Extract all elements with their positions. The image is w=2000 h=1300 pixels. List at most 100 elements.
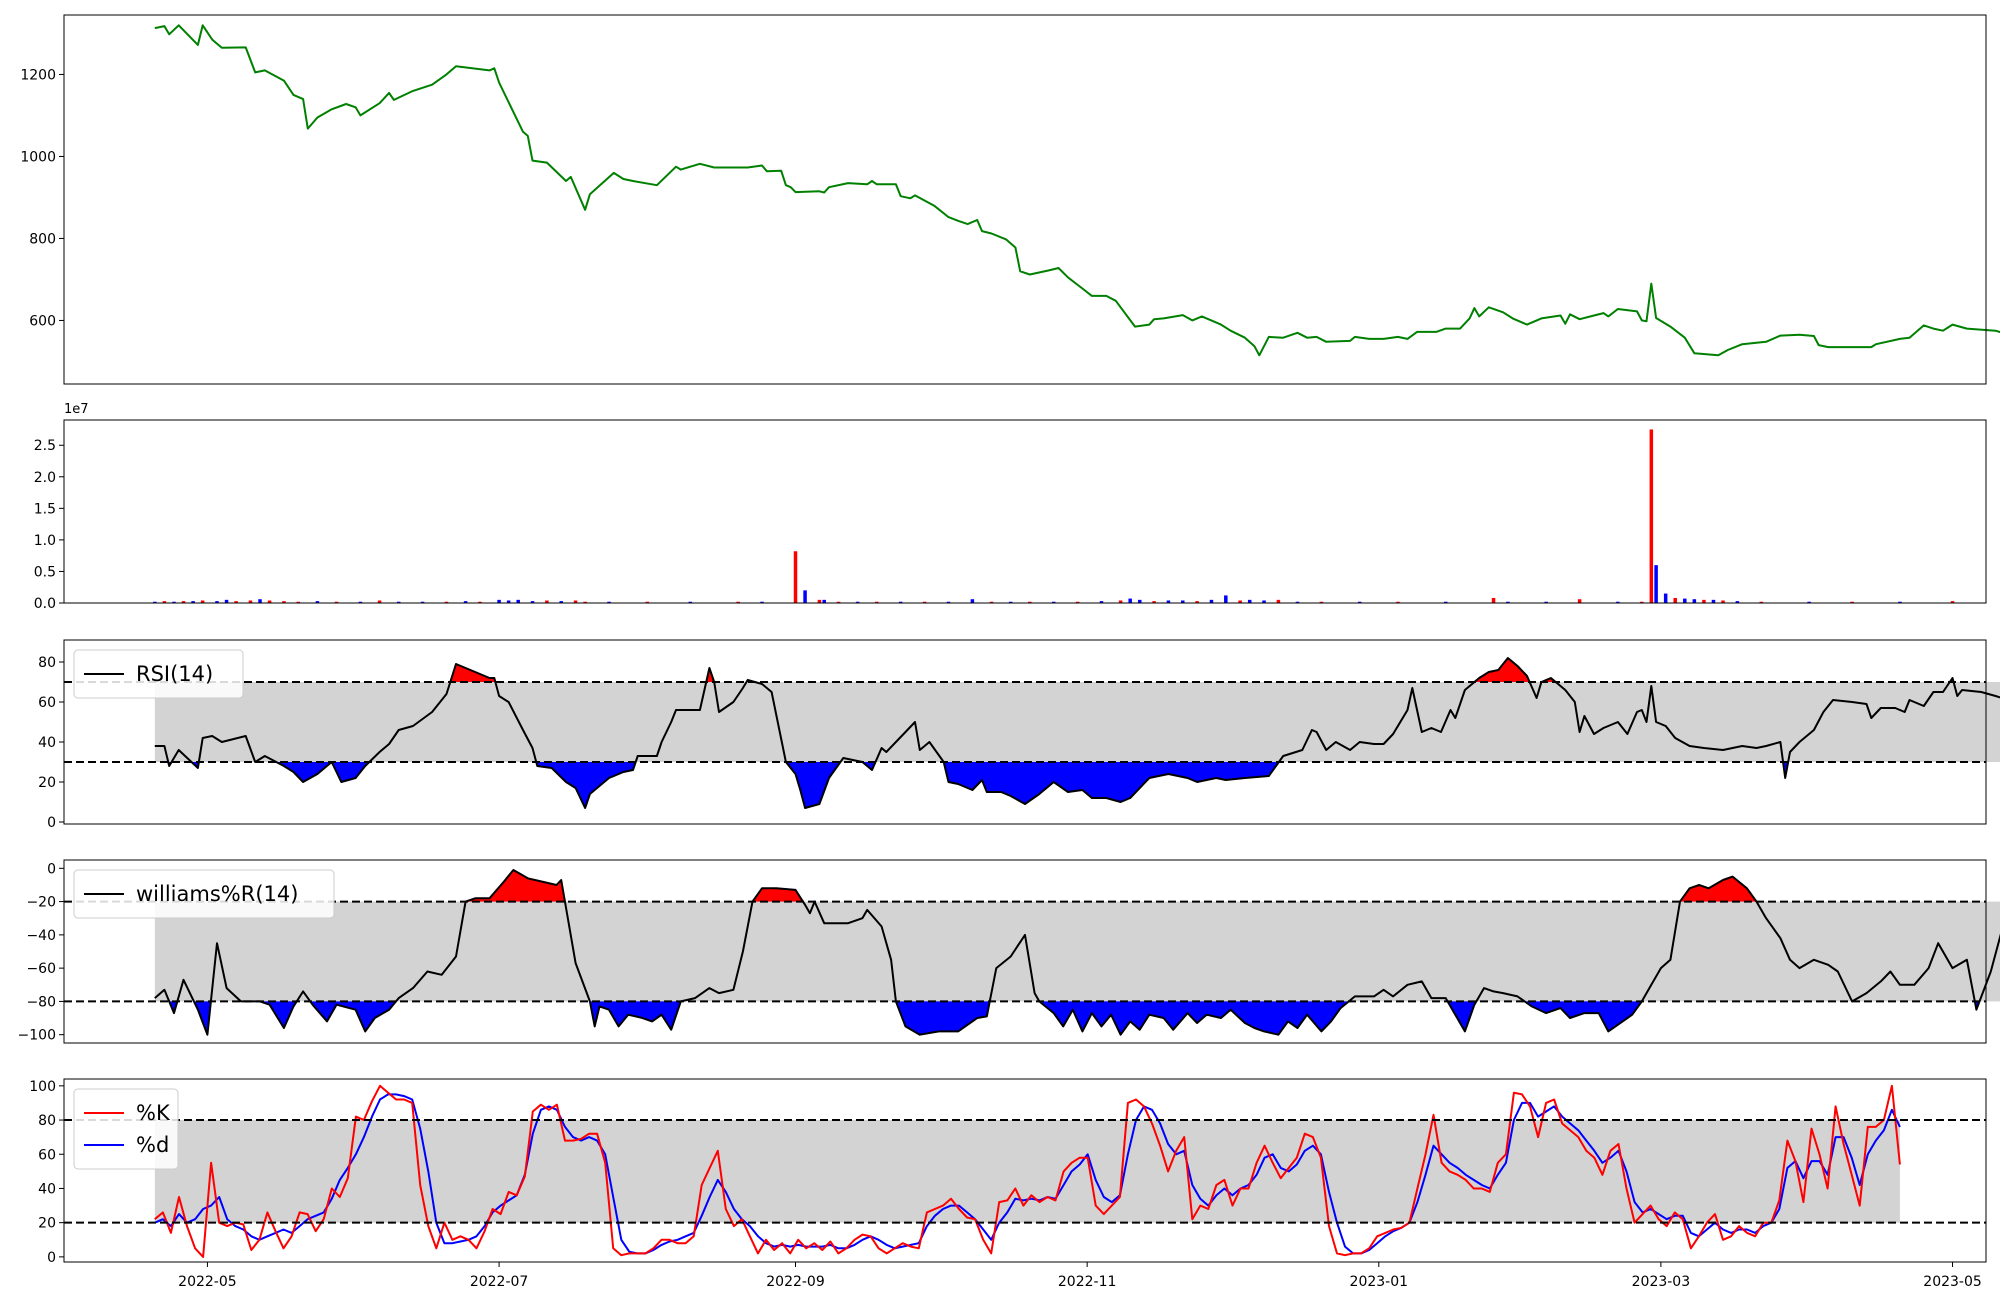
volume-bar [559, 601, 563, 603]
volume-bar [1491, 597, 1496, 603]
volume-bar [1166, 600, 1171, 603]
volume-bar [1616, 601, 1620, 603]
price-line [154, 24, 2000, 357]
x-tick-label: 2022-05 [178, 1274, 237, 1290]
volume-bar [822, 599, 826, 603]
volume-bar [1702, 599, 1706, 603]
volume-bar [1654, 565, 1658, 603]
volume-bar [1721, 600, 1725, 603]
stochastic-y-tick-label: 60 [38, 1147, 56, 1163]
volume-bar [215, 601, 219, 603]
volume-bar [645, 601, 650, 603]
rsi-band-fill [154, 682, 2000, 762]
rsi-panel: 0 20 40 60 80 RSI(14) [38, 639, 2000, 831]
williams-y-tick-label: −100 [18, 1028, 56, 1044]
x-tick-label: 2023-05 [1923, 1274, 1982, 1290]
volume-bar [1152, 601, 1156, 603]
volume-bar [545, 600, 549, 603]
rsi-y-tick-label: 60 [38, 695, 56, 711]
chart-panels: 600800100012000.00.51.01.52.02.51e702040… [18, 14, 2000, 1290]
volume-bar [248, 600, 253, 603]
volume-bar [1137, 599, 1142, 603]
volume-bar [1238, 600, 1242, 603]
volume-bar [234, 601, 238, 603]
williams-legend-label: williams%R(14) [136, 882, 298, 906]
volume-bar [1640, 601, 1644, 603]
rsi-panel-frame [63, 639, 1987, 825]
williams-y-tick-label: −80 [26, 994, 56, 1010]
volume-bar [463, 601, 468, 603]
volume-bar [172, 601, 176, 603]
volume-bar [688, 601, 693, 603]
williams-oversold-fill [260, 1001, 297, 1028]
volume-bar [1673, 597, 1677, 603]
stochastic-legend-label: %K [136, 1101, 171, 1125]
williams-y-tick-label: −40 [26, 928, 56, 944]
williams-y-tick-label: −60 [26, 961, 56, 977]
rsi-y-tick-label: 0 [47, 815, 56, 831]
williams-oversold-fill [1524, 1001, 1642, 1032]
williams-band-fill [154, 901, 2000, 1002]
stochastic-panel-frame [63, 1078, 1987, 1263]
x-tick-label: 2023-03 [1632, 1274, 1691, 1290]
volume-bar [1711, 599, 1716, 603]
volume-bar [875, 601, 879, 603]
volume-bar [1319, 601, 1324, 603]
volume-bar [334, 601, 339, 603]
volume-bar [1544, 601, 1548, 603]
rsi-oversold-fill [943, 762, 1279, 804]
stochastic-k-line [154, 1084, 1901, 1258]
x-tick-label: 2023-01 [1350, 1274, 1409, 1290]
volume-bar [282, 601, 286, 603]
rsi-y-tick-label: 80 [38, 655, 56, 671]
volume-bar [1051, 601, 1056, 603]
williams-oversold-fill [1447, 1001, 1477, 1032]
volume-bar [1357, 601, 1362, 603]
williams-panel-frame [63, 859, 1987, 1044]
williams-overbought-fill [752, 888, 803, 902]
volume-bar [181, 601, 186, 603]
volume-bar [855, 601, 860, 603]
volume-bar [377, 600, 382, 603]
volume-bar [1075, 601, 1080, 603]
rsi-overbought-fill [1474, 658, 1530, 682]
williams-y-tick-label: −20 [26, 895, 56, 911]
price-panel-frame [63, 14, 1987, 385]
volume-bar [1128, 598, 1132, 603]
volume-bar [530, 601, 535, 603]
volume-bar [191, 601, 195, 603]
volume-panel: 0.0 0.5 1.0 1.5 2.0 2.5 1e7 [34, 402, 1987, 612]
volume-bar [1276, 599, 1281, 603]
rsi-line [154, 657, 2000, 809]
volume-bar [153, 601, 157, 603]
volume-bar [296, 601, 301, 603]
rsi-overbought-fill [450, 664, 496, 682]
volume-bar [497, 599, 501, 603]
volume-bar [1181, 600, 1185, 603]
price-y-tick-label: 600 [29, 313, 56, 329]
volume-bar [573, 600, 578, 603]
volume-bar [1262, 600, 1266, 603]
volume-bar [1443, 601, 1448, 603]
volume-bar [583, 601, 587, 603]
williams-overbought-fill [465, 870, 565, 902]
stochastic-y-tick-label: 80 [38, 1113, 56, 1129]
volume-bar [1247, 599, 1252, 603]
volume-bar [922, 601, 927, 603]
volume-y-tick-label: 2.5 [34, 438, 56, 454]
volume-bar [224, 599, 229, 603]
volume-bar [836, 601, 841, 603]
rsi-oversold-fill [331, 762, 370, 782]
volume-bar [1692, 599, 1697, 603]
rsi-y-tick-label: 40 [38, 735, 56, 751]
volume-bar [817, 599, 822, 603]
stochastic-y-tick-label: 20 [38, 1216, 56, 1232]
volume-bar [1209, 599, 1214, 603]
volume-y-tick-label: 2.0 [34, 470, 56, 486]
williams-overbought-fill [1680, 876, 1757, 902]
volume-bar [506, 600, 511, 603]
williams-oversold-fill [895, 1001, 990, 1035]
rsi-legend-label: RSI(14) [136, 662, 213, 686]
volume-y-tick-label: 0.5 [34, 564, 56, 580]
